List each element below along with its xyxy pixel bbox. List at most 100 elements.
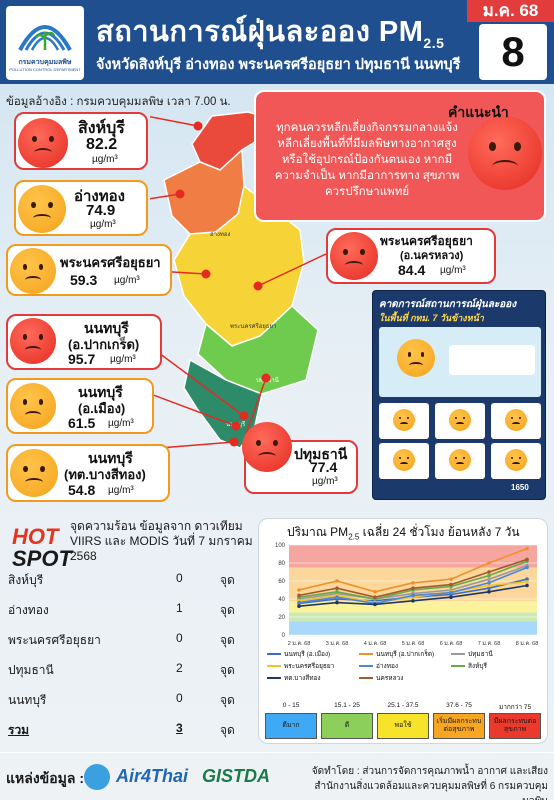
station-unit: µg/m³ [114,275,140,286]
marker-pathumthani [261,373,271,383]
marker-singburi [193,121,203,131]
red-face-icon [18,118,68,168]
legend-swatch [267,677,281,680]
legend-item: ปทุมธานี [451,649,493,659]
y-tick-label: 100 [275,543,286,549]
data-point [335,590,339,594]
page-subtitle: จังหวัดสิงห์บุรี อ่างทอง พระนครศรีอยุธยา… [96,57,461,73]
station-value: 82.2 [86,136,118,153]
x-tick-label: 7 ม.ค. 68 [478,641,501,647]
chart-band [289,545,537,568]
legend-swatch [267,665,281,668]
station-name: พระนครศรีอยุธยา [60,255,161,270]
y-tick-label: 60 [278,579,285,585]
red-face-icon [242,422,292,472]
data-point [297,593,301,598]
forecast-today-info [449,345,535,375]
scale-range-label: 25.1 - 37.5 [387,702,419,709]
station-card-singburi: สิงห์บุรี 82.2 µg/m³ [14,112,148,170]
connector-singburi [150,116,199,127]
pm25-chart-panel: ปริมาณ PM2.5 เฉลี่ย 24 ชั่วโมง ย้อนหลัง … [258,518,548,744]
hotspot-description: จุดความร้อน ข้อมูลจาก ดาวเทียม VIIRS และ… [70,519,253,563]
data-point [487,570,491,574]
x-tick-label: 3 ม.ค. 68 [326,641,349,647]
legend-item: อ่างทอง [359,661,398,671]
station-unit: µg/m³ [90,219,116,230]
legend-item: นครหลวง [359,673,403,683]
hot-label: HOT [12,524,59,549]
advice-text: ทุกคนควรหลีกเลี่ยงกิจกรรมกลางแจ้ง หลีกเล… [274,122,460,198]
scale-range-label: มากกว่า 75 [498,704,532,711]
legend-swatch [267,653,281,656]
date-day: 8 [479,24,547,80]
data-point [525,580,529,584]
legend-swatch [451,653,465,656]
data-point [487,583,491,588]
x-tick-label: 5 ม.ค. 68 [402,641,425,647]
scale-range-label: 15.1 - 25 [334,702,360,709]
forecast-title: คาดการณ์สถานการณ์ฝุ่นละออง [379,299,517,310]
data-point [411,599,415,603]
map-ayutthaya [173,184,305,347]
legend-swatch [451,665,465,668]
legend-label: นครหลวง [376,675,404,682]
data-point [449,582,453,587]
map-label-ayutthaya: พระนครศรีอยุธยา [230,322,276,330]
data-point [335,586,339,590]
station-subname: (ทต.บางสีทอง) [64,467,146,482]
station-unit: µg/m³ [110,354,136,365]
chart-band [289,601,537,613]
station-subname: (อ.เมือง) [78,401,126,416]
legend-swatch [359,665,373,668]
y-tick-label: 0 [282,633,286,639]
scale-range-label: 37.6 - 75 [446,702,472,709]
connector-angthong [150,193,181,200]
y-tick-label: 40 [278,597,285,603]
station-value: 74.9 [86,202,116,219]
data-point [373,602,377,607]
station-unit: µg/m³ [440,265,466,276]
station-value: 61.5 [68,415,96,431]
header-banner: กรมควบคุมมลพิษ POLLUTION CONTROL DEPARTM… [0,0,554,84]
data-point [411,581,415,585]
data-point [525,577,529,581]
data-point [411,586,415,590]
station-card-angthong: อ่างทอง 74.9 µg/m³ [14,180,148,236]
data-point [335,595,339,599]
legend-label: นนทบุรี (อ.เมือง) [284,651,331,658]
aqi-scale-bar: ดีมาก ดี พอใช้ เริ่มมีผลกระทบต่อสุขภาพ มีผลก… [265,713,543,739]
marker-pakkret [239,411,249,421]
marker-mueang-nonthaburi [231,421,241,431]
station-value: 59.3 [70,272,98,288]
marker-bangsithong [229,437,239,447]
data-point [335,600,339,605]
data-point [411,593,415,598]
pcd-logo-icon [18,25,72,51]
legend-item: ทต.บางสีทอง [267,673,321,683]
source-label: แหล่งข้อมูล : [6,770,85,786]
station-card-nakhonluang: พระนครศรีอยุธยา (อ.นครหลวง) 84.4 µg/m³ [326,228,496,284]
station-name: นนทบุรี [88,450,133,466]
station-card-bangsithong: นนทบุรี (ทต.บางสีทอง) 54.8 µg/m³ [6,444,170,502]
x-tick-label: 2 ม.ค. 68 [288,641,311,647]
orange-face-icon [10,248,56,294]
page-title: สถานการณ์ฝุ่นละออง PM2.5 [96,16,445,51]
data-reference: ข้อมูลอ้างอิง : กรมควบคุมมลพิษ เวลา 7.00… [6,96,231,108]
forecast-subtitle: ในพื้นที่ กทม. 7 วันข้างหน้า [379,313,484,323]
data-point [487,573,491,578]
forecast-day-cell [491,403,541,439]
forecast-day-cell [491,443,541,479]
data-point [449,595,453,599]
advice-title: คำแนะนำ [448,104,509,120]
scale-range-label: 0 - 15 [282,702,300,709]
data-point [487,590,491,594]
x-tick-label: 6 ม.ค. 68 [440,641,463,647]
y-tick-label: 80 [278,561,285,567]
scale-segment: มีผลกระทบต่อสุขภาพ [489,713,541,739]
footer-divider [0,752,554,753]
data-point [297,600,301,605]
forecast-today [379,327,541,397]
red-face-icon [330,232,378,280]
station-value: 84.4 [398,262,426,278]
legend-label: อ่างทอง [376,663,399,670]
